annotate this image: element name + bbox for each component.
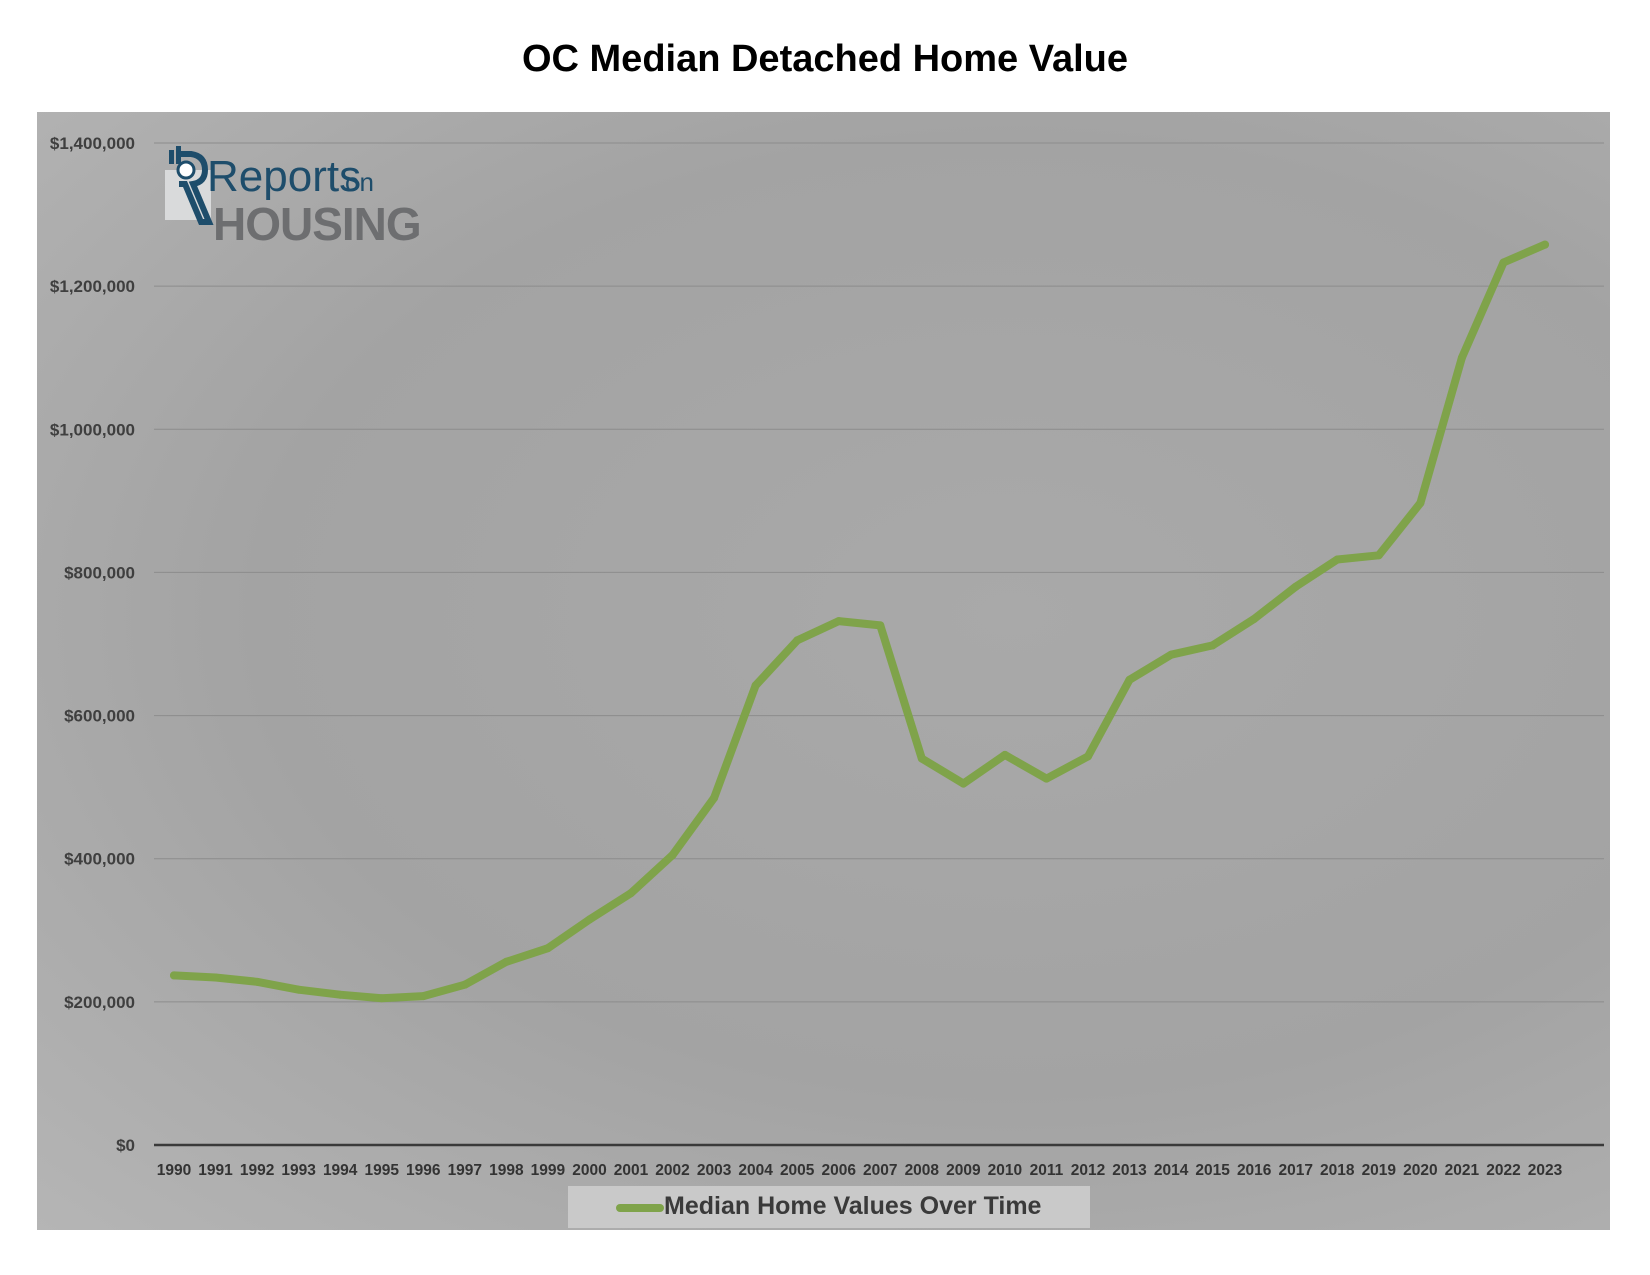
legend-label: Median Home Values Over Time xyxy=(664,1192,1042,1220)
data-point xyxy=(419,992,428,1001)
data-point xyxy=(170,971,178,980)
data-point xyxy=(751,681,760,690)
x-tick-label: 2015 xyxy=(1195,1162,1230,1179)
data-point xyxy=(1416,499,1425,508)
logo-bar-icon xyxy=(176,146,181,164)
x-tick-label: 2011 xyxy=(1030,1162,1064,1179)
x-tick-label: 2018 xyxy=(1320,1162,1355,1179)
legend-swatch xyxy=(616,1204,664,1212)
x-tick-label: 2008 xyxy=(905,1162,940,1179)
data-point xyxy=(211,973,220,982)
data-point xyxy=(502,957,511,966)
data-point xyxy=(627,889,635,898)
x-tick-label: 1993 xyxy=(281,1162,316,1179)
x-tick-label: 2012 xyxy=(1071,1162,1105,1179)
data-point xyxy=(959,779,968,788)
x-axis: 1990 1991 1992 1993 1994 1995 1996 1997 1998 1999… xyxy=(157,1162,1563,1179)
y-tick-label: $1,000,000 xyxy=(50,420,135,439)
plot-area: $0 $200,000 $400,000 $600,000 $800,000 $1,000… xyxy=(37,112,1610,1230)
data-point xyxy=(1042,774,1051,783)
y-tick-label: $400,000 xyxy=(64,850,135,869)
x-tick-label: 2000 xyxy=(572,1162,606,1179)
data-point xyxy=(1250,614,1259,623)
data-point xyxy=(1167,650,1176,659)
logo-on-text: on xyxy=(345,167,374,197)
data-point xyxy=(710,793,719,802)
data-point xyxy=(1333,555,1342,564)
logo-housing-text: HOUSING xyxy=(213,198,421,250)
x-tick-label: 1999 xyxy=(531,1162,566,1179)
x-tick-label: 2022 xyxy=(1486,1162,1520,1179)
x-tick-label: 1994 xyxy=(323,1162,358,1179)
legend: Median Home Values Over Time xyxy=(568,1186,1090,1228)
data-point xyxy=(876,621,885,630)
data-point xyxy=(294,985,303,994)
x-tick-label: 2014 xyxy=(1154,1162,1189,1179)
x-tick-label: 2005 xyxy=(780,1162,815,1179)
reports-on-housing-logo: Reports on HOUSING xyxy=(165,146,422,250)
data-point xyxy=(377,994,386,1003)
logo-reports-text: Reports xyxy=(207,152,361,201)
gridlines xyxy=(154,142,1604,1147)
chart-title: OC Median Detached Home Value xyxy=(521,38,1129,80)
data-point xyxy=(543,944,552,953)
y-tick-label: $0 xyxy=(116,1136,135,1155)
x-tick-label: 2023 xyxy=(1528,1162,1563,1179)
data-point xyxy=(1374,551,1383,560)
x-tick-label: 2001 xyxy=(614,1162,649,1179)
data-point xyxy=(253,977,262,986)
data-point xyxy=(834,617,843,626)
x-tick-label: 1996 xyxy=(406,1162,441,1179)
x-tick-label: 2013 xyxy=(1112,1162,1147,1179)
data-point xyxy=(793,636,802,645)
x-tick-label: 2006 xyxy=(821,1162,856,1179)
y-tick-label: $1,400,000 xyxy=(50,134,135,153)
x-tick-label: 2002 xyxy=(655,1162,689,1179)
x-tick-label: 2009 xyxy=(946,1162,981,1179)
data-point xyxy=(1291,582,1300,591)
x-tick-label: 1998 xyxy=(489,1162,524,1179)
x-tick-label: 2019 xyxy=(1362,1162,1397,1179)
series-line xyxy=(170,240,1549,1003)
x-tick-label: 2010 xyxy=(988,1162,1022,1179)
data-point xyxy=(1084,752,1092,761)
x-tick-label: 2003 xyxy=(697,1162,732,1179)
data-point xyxy=(1125,675,1134,684)
logo-r-glyph xyxy=(179,151,214,225)
data-point xyxy=(917,754,926,763)
data-point xyxy=(1000,750,1009,759)
x-tick-label: 2007 xyxy=(863,1162,897,1179)
x-tick-label: 2021 xyxy=(1445,1162,1480,1179)
data-point xyxy=(668,851,677,860)
y-axis: $0 $200,000 $400,000 $600,000 $800,000 $1,000… xyxy=(50,134,135,1155)
data-point xyxy=(460,980,469,989)
x-tick-label: 2016 xyxy=(1237,1162,1272,1179)
data-point xyxy=(1457,353,1466,362)
x-tick-label: 1997 xyxy=(448,1162,482,1179)
y-tick-label: $800,000 xyxy=(64,563,135,582)
logo-bar-icon xyxy=(169,150,174,164)
y-tick-label: $600,000 xyxy=(64,707,135,726)
data-point xyxy=(1208,641,1217,650)
data-point xyxy=(585,915,594,924)
data-point xyxy=(1541,240,1549,249)
line-chart: $0 $200,000 $400,000 $600,000 $800,000 $1,000… xyxy=(50,134,1604,1179)
series-layer xyxy=(170,240,1549,1003)
x-tick-label: 1991 xyxy=(198,1162,233,1179)
data-point xyxy=(1499,258,1508,267)
data-point xyxy=(336,990,345,999)
x-tick-label: 2017 xyxy=(1278,1162,1312,1179)
x-tick-label: 2020 xyxy=(1403,1162,1437,1179)
x-tick-label: 2004 xyxy=(738,1162,773,1179)
y-tick-label: $200,000 xyxy=(64,993,135,1012)
x-tick-label: 1990 xyxy=(157,1162,191,1179)
x-tick-label: 1992 xyxy=(240,1162,274,1179)
y-tick-label: $1,200,000 xyxy=(50,277,135,296)
logo-magnifier-icon xyxy=(176,160,196,180)
x-tick-label: 1995 xyxy=(364,1162,399,1179)
